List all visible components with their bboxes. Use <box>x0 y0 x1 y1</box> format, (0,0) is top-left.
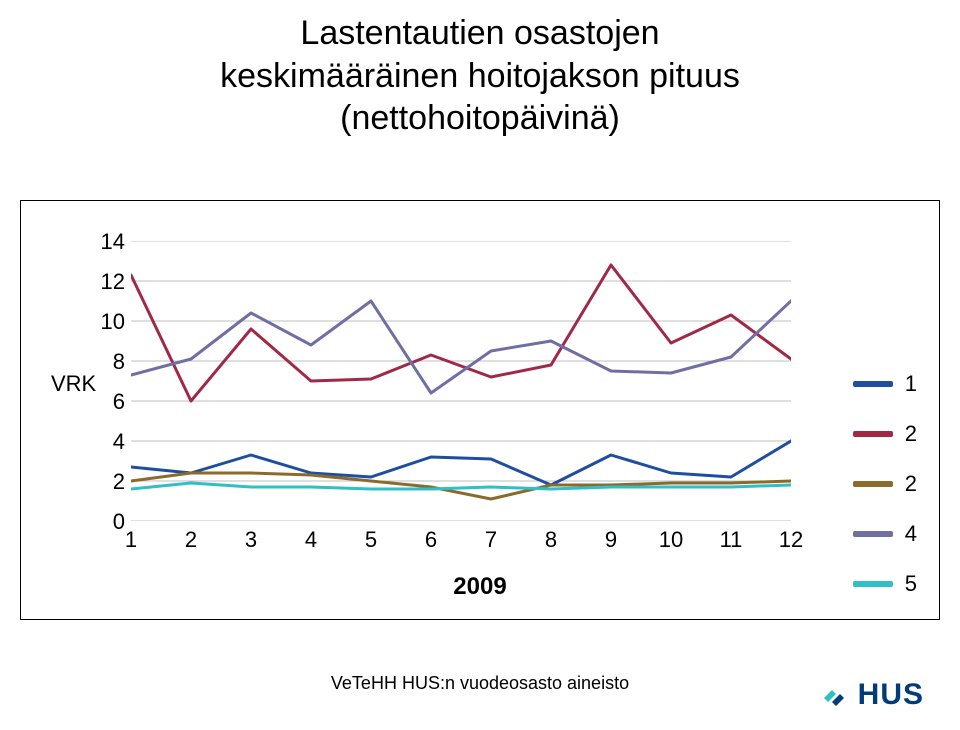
logo-text: HUS <box>858 678 924 712</box>
y-tick-label: 4 <box>95 429 125 455</box>
x-tick-label: 5 <box>365 527 377 553</box>
chart-svg <box>131 241 791 521</box>
legend-label: 1 <box>905 371 917 397</box>
x-tick-label: 2 <box>185 527 197 553</box>
legend-label: 4 <box>905 521 917 547</box>
legend-label: 2 <box>905 421 917 447</box>
x-tick-label: 10 <box>659 527 683 553</box>
y-tick-label: 6 <box>95 389 125 415</box>
title-line-2: keskimääräinen hoitojakson pituus <box>220 57 740 95</box>
y-tick-label: 10 <box>95 309 125 335</box>
series-2 <box>131 265 791 401</box>
x-tick-label: 7 <box>485 527 497 553</box>
chart-card: VRK 02468101214 123456789101112 2009 122… <box>20 200 940 620</box>
legend-swatch <box>853 481 893 487</box>
y-tick-label: 12 <box>95 269 125 295</box>
x-tick-label: 12 <box>779 527 803 553</box>
legend-item-2: 2 <box>853 421 917 447</box>
legend-swatch <box>853 381 893 387</box>
y-tick-label: 14 <box>95 229 125 255</box>
series-4 <box>131 301 791 393</box>
x-tick-label: 3 <box>245 527 257 553</box>
y-tick-label: 0 <box>95 509 125 535</box>
x-tick-label: 8 <box>545 527 557 553</box>
legend-swatch <box>853 531 893 537</box>
x-tick-label: 6 <box>425 527 437 553</box>
x-tick-label: 11 <box>720 527 743 553</box>
page: Lastentautien osastojen keskimääräinen h… <box>0 0 960 730</box>
series-1 <box>131 441 791 485</box>
logo-mark-icon <box>818 680 848 710</box>
legend-item-4: 4 <box>853 521 917 547</box>
footer-text: VeTeHH HUS:n vuodeosasto aineisto <box>0 673 960 694</box>
y-tick-label: 2 <box>95 469 125 495</box>
x-axis-title: 2009 <box>21 573 939 601</box>
logo: HUS <box>818 678 924 712</box>
legend-swatch <box>853 431 893 437</box>
plot-area <box>131 241 791 521</box>
x-tick-label: 9 <box>605 527 617 553</box>
legend-item-3: 2 <box>853 471 917 497</box>
x-tick-label: 4 <box>305 527 317 553</box>
legend-swatch <box>853 581 893 587</box>
chart-title: Lastentautien osastojen keskimääräinen h… <box>0 0 960 140</box>
legend-label: 5 <box>905 571 917 597</box>
x-tick-label: 1 <box>125 527 137 553</box>
legend-item-1: 1 <box>853 371 917 397</box>
title-line-3: (nettohoitopäivinä) <box>340 99 620 137</box>
legend-item-5: 5 <box>853 571 917 597</box>
legend: 1 2 2 4 5 <box>853 371 917 597</box>
title-line-1: Lastentautien osastojen <box>300 14 659 52</box>
legend-label: 2 <box>905 471 917 497</box>
y-tick-label: 8 <box>95 349 125 375</box>
y-axis-title: VRK <box>51 371 96 397</box>
